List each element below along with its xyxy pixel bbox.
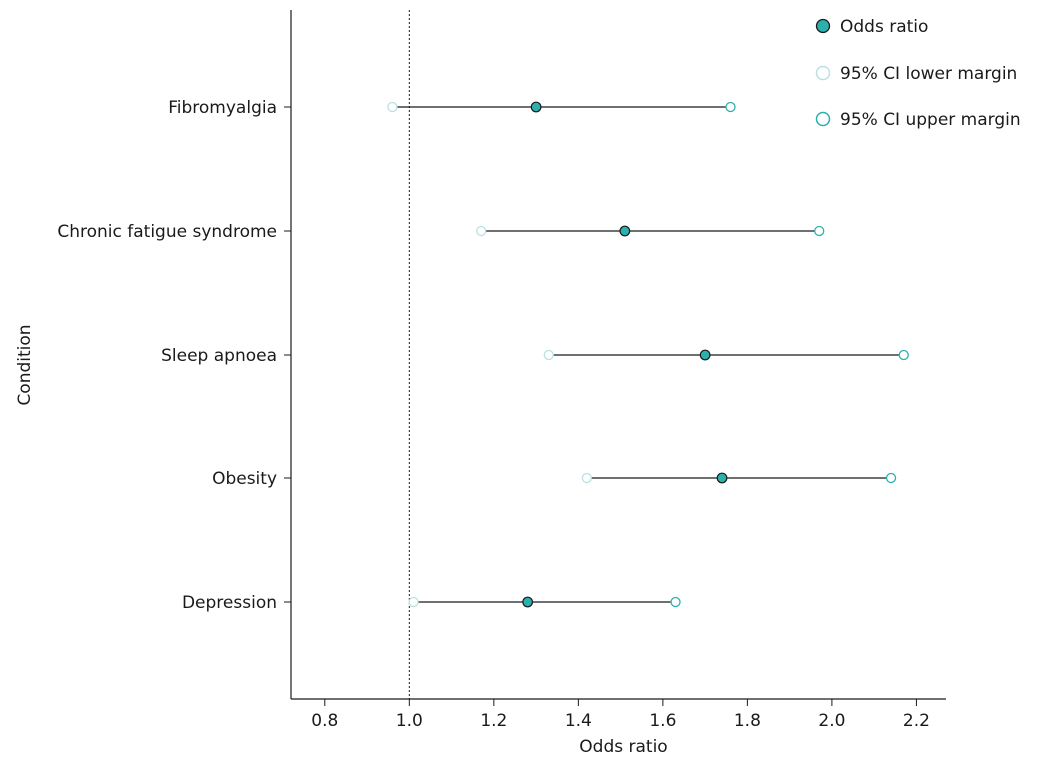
odds-ratio-point: [619, 225, 631, 237]
odds-ratio-point: [716, 472, 728, 484]
ci-upper-point: [885, 472, 897, 484]
y-tick-label: Obesity: [212, 469, 277, 489]
odds-ratio-point: [530, 101, 542, 113]
x-tick-label: 1.8: [734, 711, 761, 731]
x-axis-title: Odds ratio: [579, 737, 667, 757]
ci-lower-point: [581, 472, 592, 484]
x-tick-label: 1.4: [565, 711, 592, 731]
ci-upper-point: [670, 596, 681, 608]
y-tick-label: Chronic fatigue syndrome: [57, 222, 277, 242]
y-ticks: Fibromyalgia Chronic fatigue syndrome Slee…: [57, 98, 291, 613]
x-tick-label: 2.0: [818, 711, 845, 731]
legend-label-odds-ratio: Odds ratio: [840, 17, 928, 37]
legend-marker-odds-ratio: [815, 18, 831, 34]
ci-lower-point: [476, 225, 487, 237]
x-tick-label: 2.2: [903, 711, 930, 731]
y-tick-label: Fibromyalgia: [168, 98, 277, 118]
x-ticks: 0.8 1.0 1.2 1.4 1.6 1.8 2.0 2.2: [311, 699, 930, 731]
y-tick-label: Sleep apnoea: [161, 346, 277, 366]
y-axis-title: Condition: [15, 324, 35, 405]
y-tick-label: Depression: [182, 593, 277, 613]
ci-upper-point: [814, 225, 825, 237]
x-tick-label: 0.8: [311, 711, 338, 731]
ci-upper-point: [898, 349, 909, 361]
ci-upper-point: [725, 101, 736, 113]
data-marks: [387, 101, 909, 608]
legend-marker-ci-lower: [815, 65, 831, 81]
ci-lower-point: [543, 349, 554, 361]
legend-label-ci-lower: 95% CI lower margin: [840, 64, 1017, 84]
legend-label-ci-upper: 95% CI upper margin: [840, 110, 1021, 130]
legend-marker-ci-upper: [815, 111, 831, 127]
ci-lower-point: [387, 101, 398, 113]
odds-ratio-point: [699, 349, 711, 361]
odds-ratio-point: [522, 596, 534, 608]
x-tick-label: 1.2: [480, 711, 507, 731]
x-tick-label: 1.0: [396, 711, 423, 731]
x-tick-label: 1.6: [649, 711, 676, 731]
legend: Odds ratio 95% CI lower margin 95% CI up…: [815, 17, 1021, 130]
ci-lower-point: [408, 596, 419, 608]
